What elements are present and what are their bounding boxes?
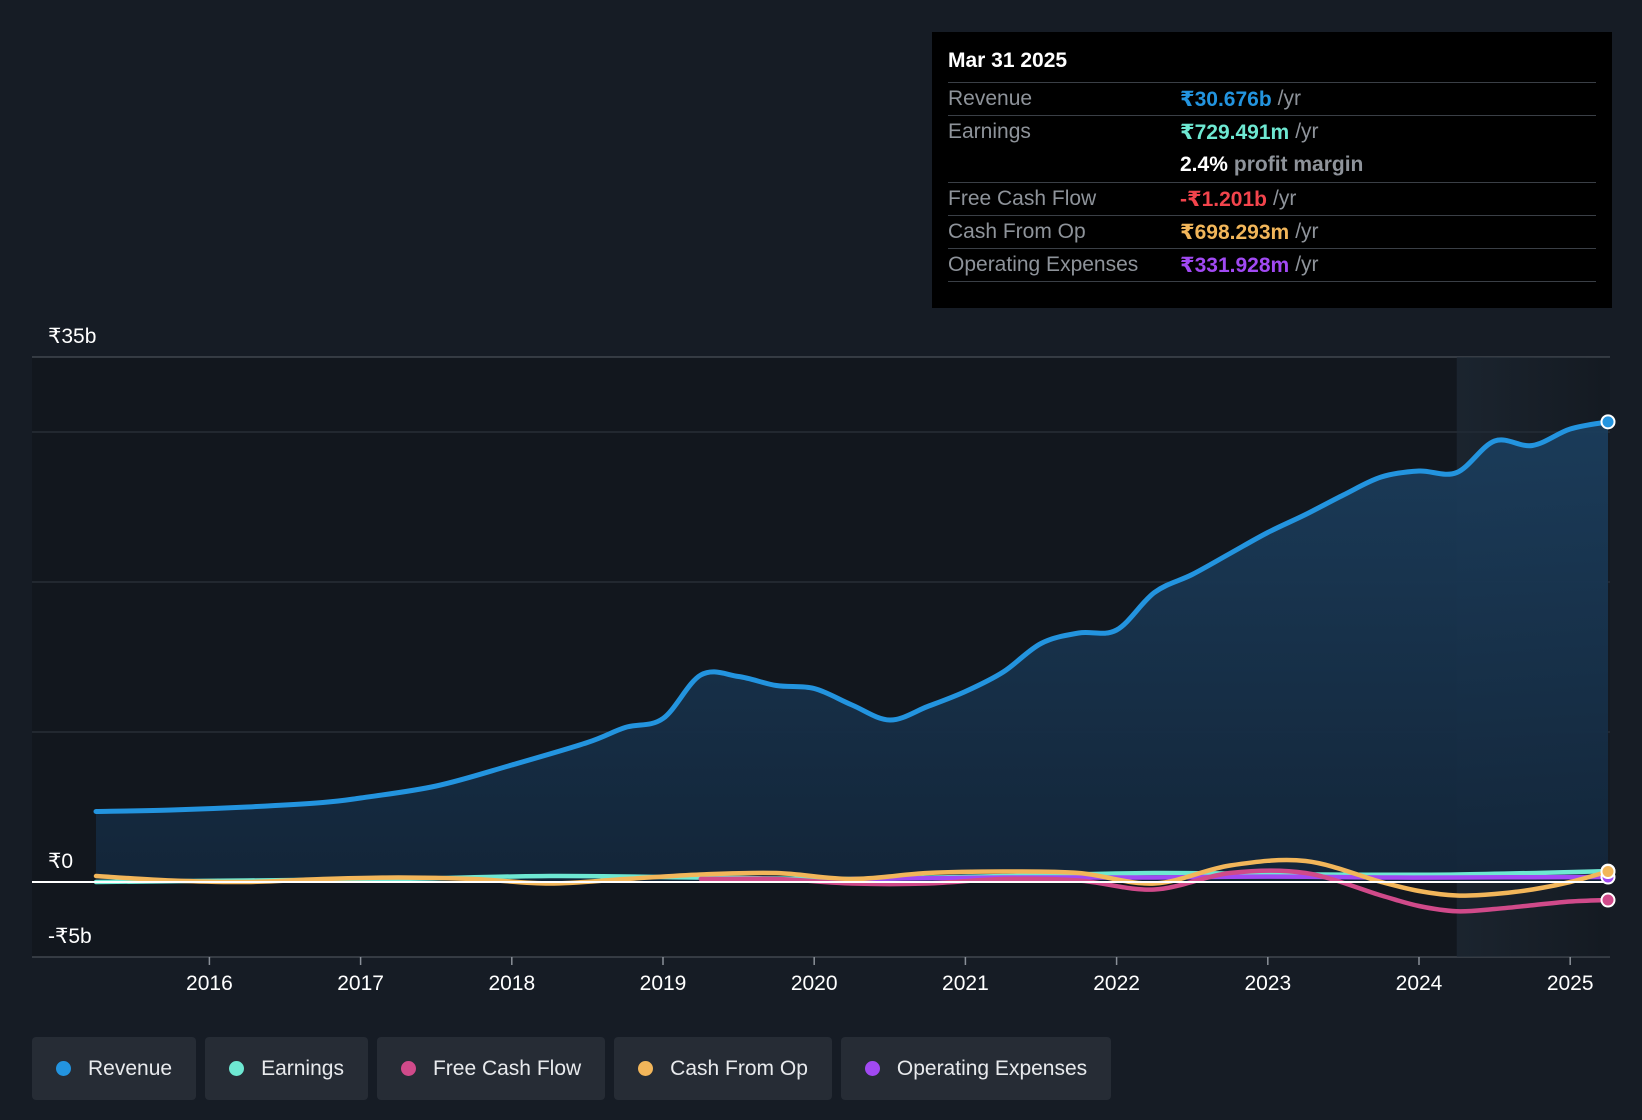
series-endpoints <box>1600 414 1616 908</box>
x-tick-label: 2021 <box>942 972 989 995</box>
revenue-dot-icon <box>56 1061 71 1076</box>
opex-line <box>849 874 1611 882</box>
cfo-line <box>93 857 1611 898</box>
fcf-endpoint <box>1600 892 1616 908</box>
legend-label: Cash From Op <box>670 1056 808 1080</box>
legend-label: Operating Expenses <box>896 1056 1088 1080</box>
tooltip-value: ₹30.676b <box>1180 87 1272 111</box>
profit-margin-label: profit margin <box>1233 153 1364 176</box>
tooltip-row-fcf: Free Cash Flow -₹1.201b /yr <box>948 182 1596 215</box>
tooltip-row-cfo: Cash From Op ₹698.293m /yr <box>948 215 1596 248</box>
y-tick-label: ₹35b <box>48 325 96 348</box>
tooltip-label: Operating Expenses <box>948 253 1139 276</box>
legend-item-earnings[interactable]: Earnings <box>205 1037 368 1100</box>
x-tick-label: 2018 <box>488 972 535 995</box>
tooltip-value: ₹331.928m <box>1180 253 1290 277</box>
tooltip-label: Cash From Op <box>948 220 1086 243</box>
tooltip-row-margin: 2.4% profit margin <box>948 148 1596 182</box>
tooltip-label: Revenue <box>948 87 1033 110</box>
x-tick-label: 2025 <box>1547 972 1594 995</box>
tooltip-unit: /yr <box>1295 220 1319 243</box>
legend-label: Earnings <box>261 1056 344 1080</box>
fcf-line <box>698 868 1611 914</box>
tooltip-unit: /yr <box>1295 253 1319 276</box>
x-tick-label: 2016 <box>186 972 233 995</box>
tooltip-label: Free Cash Flow <box>948 187 1097 210</box>
free-cash-flow-dot-icon <box>400 1061 416 1076</box>
tooltip-unit: /yr <box>1272 187 1297 210</box>
profit-margin-value: 2.4% <box>1180 153 1228 176</box>
legend-item-revenue[interactable]: Revenue <box>32 1037 197 1100</box>
x-tick-label: 2017 <box>337 972 384 995</box>
tooltip-row-earnings: Earnings ₹729.491m /yr <box>948 115 1596 148</box>
tooltip-label: Earnings <box>948 120 1031 143</box>
tooltip-date: Mar 31 2025 <box>948 49 1068 72</box>
operating-expenses-dot-icon <box>864 1061 880 1076</box>
x-tick-label: 2022 <box>1093 972 1140 995</box>
earnings-dot-icon <box>229 1061 245 1076</box>
x-tick-label: 2019 <box>640 972 687 995</box>
cfo-endpoint <box>1600 864 1616 880</box>
tooltip-value: ₹698.293m <box>1180 220 1290 244</box>
cash-from-op-dot-icon <box>638 1061 654 1076</box>
tooltip-unit: /yr <box>1295 120 1319 143</box>
legend-label: Revenue <box>88 1056 173 1080</box>
revenue-endpoint <box>1600 414 1616 430</box>
legend-label: Free Cash Flow <box>432 1056 582 1080</box>
revenue-line <box>93 419 1611 814</box>
y-tick-label: ₹0 <box>48 850 73 873</box>
x-axis: 2016 2017 2018 2019 2020 2021 2022 2023 2024 2025 <box>186 957 1594 995</box>
tooltip-panel: Mar 31 2025 Revenue ₹30.676b /yr Earning… <box>932 32 1612 308</box>
revenue-area <box>96 421 1608 882</box>
y-axis-labels: ₹35b ₹0 -₹5b <box>48 325 96 948</box>
tooltip-row-opex: Operating Expenses ₹331.928m /yr <box>948 248 1596 282</box>
x-tick-label: 2023 <box>1244 972 1291 995</box>
series-layer <box>93 419 1611 914</box>
legend-item-cash-from-op[interactable]: Cash From Op <box>614 1037 832 1100</box>
tooltip-value: -₹1.201b <box>1180 187 1267 211</box>
x-tick-label: 2020 <box>791 972 838 995</box>
x-tick-label: 2024 <box>1396 972 1443 995</box>
tooltip-unit: /yr <box>1277 87 1301 110</box>
legend-item-free-cash-flow[interactable]: Free Cash Flow <box>376 1037 606 1100</box>
tooltip-row-revenue: Revenue ₹30.676b /yr <box>948 82 1596 115</box>
tooltip-value: ₹729.491m <box>1180 120 1290 144</box>
legend: Revenue Earnings Free Cash Flow Cash Fro… <box>32 1037 1112 1100</box>
legend-item-operating-expenses[interactable]: Operating Expenses <box>840 1037 1112 1100</box>
y-tick-label: -₹5b <box>48 925 92 948</box>
